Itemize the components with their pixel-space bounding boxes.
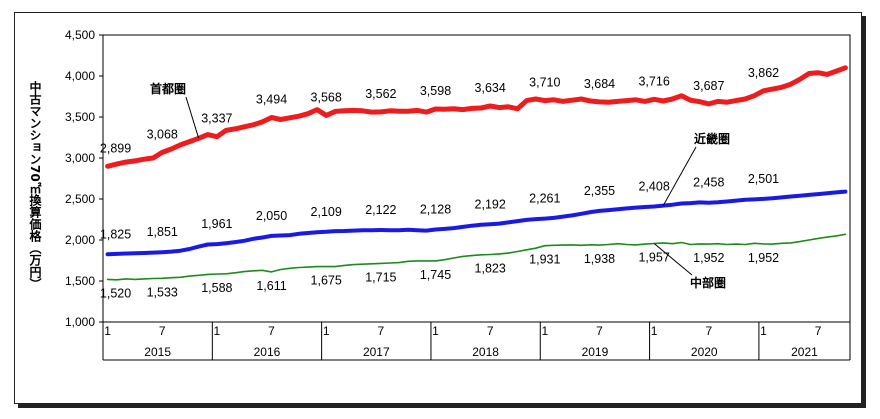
series-callout-line xyxy=(185,96,200,139)
y-tick-label: 2,500 xyxy=(65,192,95,206)
data-label: 2,128 xyxy=(420,203,451,217)
data-label: 3,337 xyxy=(201,112,232,126)
data-label: 2,192 xyxy=(475,197,506,211)
data-label: 3,068 xyxy=(147,127,178,141)
series-name-label: 近畿圏 xyxy=(694,131,730,146)
data-label: 3,862 xyxy=(748,66,779,80)
data-label: 1,611 xyxy=(256,279,286,293)
x-year-label: 2018 xyxy=(472,345,499,359)
data-label: 1,588 xyxy=(201,281,232,295)
data-label: 1,533 xyxy=(147,285,178,299)
x-month-tick-label: 1 xyxy=(104,324,111,338)
data-label: 1,952 xyxy=(693,251,724,265)
y-tick-label: 4,500 xyxy=(65,28,95,42)
x-month-tick-label: 7 xyxy=(487,324,494,338)
data-label: 2,501 xyxy=(748,172,779,186)
data-label: 1,961 xyxy=(201,217,232,231)
data-label: 1,825 xyxy=(100,227,131,241)
series-callout-line xyxy=(662,146,697,206)
series-line-3 xyxy=(106,233,847,281)
y-tick-label: 1,000 xyxy=(65,315,95,329)
x-month-tick-label: 7 xyxy=(159,324,166,338)
data-label: 1,745 xyxy=(420,268,451,282)
data-label: 1,823 xyxy=(475,262,506,276)
data-label: 1,715 xyxy=(365,270,396,284)
x-month-tick-label: 1 xyxy=(323,324,330,338)
x-month-tick-label: 7 xyxy=(378,324,385,338)
data-label: 3,562 xyxy=(365,87,396,101)
data-label: 2,122 xyxy=(365,203,396,217)
data-label: 3,710 xyxy=(529,76,560,90)
series-callout-line xyxy=(653,243,693,276)
data-label: 1,851 xyxy=(147,225,178,239)
data-label: 3,568 xyxy=(311,90,342,104)
data-label: 3,687 xyxy=(693,79,724,93)
data-label: 1,675 xyxy=(311,274,342,288)
y-tick-label: 4,000 xyxy=(65,69,95,83)
data-label: 2,109 xyxy=(311,205,342,219)
series-line-2 xyxy=(105,189,848,257)
x-month-tick-label: 7 xyxy=(268,324,275,338)
data-label: 3,684 xyxy=(584,77,615,91)
data-label: 2,050 xyxy=(256,209,287,223)
data-label: 3,598 xyxy=(420,84,451,98)
x-month-tick-label: 1 xyxy=(541,324,548,338)
data-label: 3,494 xyxy=(256,92,287,106)
series-name-label: 首都圏 xyxy=(150,81,186,96)
x-month-tick-label: 7 xyxy=(596,324,603,338)
data-label: 2,899 xyxy=(100,141,131,155)
plot-area xyxy=(102,34,851,323)
data-label: 2,355 xyxy=(584,184,615,198)
y-tick-label: 2,000 xyxy=(65,233,95,247)
data-label: 1,931 xyxy=(529,253,560,267)
x-month-tick-label: 1 xyxy=(214,324,221,338)
series-line-1 xyxy=(105,65,848,169)
x-year-label: 2019 xyxy=(582,345,609,359)
y-axis-label: 中古マンション70㎡換算価格（万円） xyxy=(28,80,42,290)
x-year-label: 2017 xyxy=(363,345,390,359)
x-month-tick-label: 1 xyxy=(432,324,439,338)
data-label: 3,634 xyxy=(475,81,506,95)
x-year-label: 2021 xyxy=(791,345,818,359)
y-tick-label: 1,500 xyxy=(65,274,95,288)
data-label: 1,957 xyxy=(638,251,669,265)
data-label: 3,716 xyxy=(638,74,669,88)
x-year-label: 2016 xyxy=(254,345,281,359)
x-month-tick-label: 1 xyxy=(651,324,658,338)
x-month-tick-label: 7 xyxy=(815,324,822,338)
data-label: 2,261 xyxy=(529,192,560,206)
x-month-tick-label: 1 xyxy=(760,324,767,338)
x-year-label: 2020 xyxy=(691,345,718,359)
y-tick-label: 3,500 xyxy=(65,110,95,124)
data-label: 2,408 xyxy=(638,180,669,194)
y-tick-label: 3,000 xyxy=(65,151,95,165)
data-label: 1,952 xyxy=(748,251,779,265)
x-year-label: 2015 xyxy=(144,345,171,359)
data-label: 1,938 xyxy=(584,252,615,266)
x-month-tick-label: 7 xyxy=(705,324,712,338)
series-name-label: 中部圏 xyxy=(690,275,726,290)
chart-frame xyxy=(14,12,862,404)
data-label: 1,520 xyxy=(100,286,131,300)
data-label: 2,458 xyxy=(693,176,724,190)
